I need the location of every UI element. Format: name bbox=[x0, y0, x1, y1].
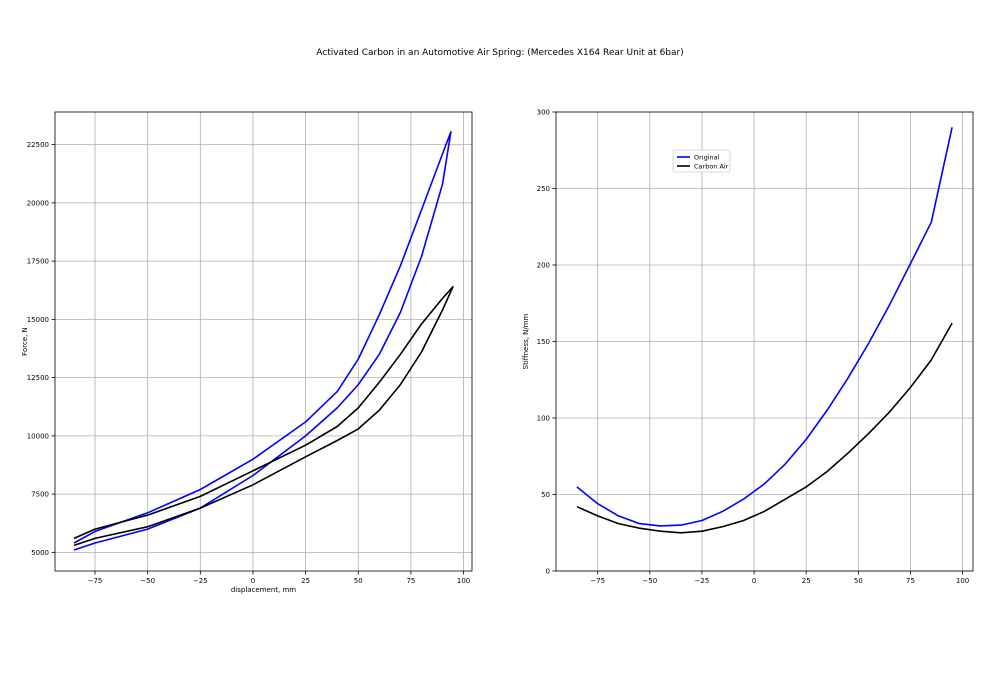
y-axis-label: Force, N bbox=[21, 327, 29, 356]
x-tick-label: 25 bbox=[301, 577, 310, 585]
force-chart: −75 −50 −25 0 25 50 75 100 5000 7500 10000 12500 150… bbox=[21, 111, 473, 594]
x-tick-label: −50 bbox=[140, 577, 155, 585]
y-tick-label: 250 bbox=[537, 185, 550, 193]
y-axis-label: Stiffness, N/mm bbox=[522, 313, 530, 369]
x-tick-label: 75 bbox=[406, 577, 415, 585]
axes-frame bbox=[54, 111, 473, 572]
x-tick-label: 0 bbox=[752, 577, 756, 585]
y-tick-label: 100 bbox=[537, 415, 550, 423]
legend-label: Original bbox=[694, 154, 720, 162]
x-tick-label: −25 bbox=[193, 577, 208, 585]
x-tick-label: −75 bbox=[590, 577, 605, 585]
y-tick-label: 17500 bbox=[27, 258, 49, 266]
x-tick-label: 100 bbox=[457, 577, 470, 585]
y-tick-label: 22500 bbox=[27, 141, 49, 149]
y-tick-label: 200 bbox=[537, 262, 550, 270]
series-line-2 bbox=[576, 322, 953, 534]
x-axis-label: displacement, mm bbox=[231, 586, 296, 594]
y-tick-label: 50 bbox=[541, 491, 550, 499]
plot-area bbox=[73, 131, 454, 551]
x-tick-label: 75 bbox=[906, 577, 915, 585]
x-tick-label: 50 bbox=[354, 577, 363, 585]
y-tick-label: 15000 bbox=[27, 316, 49, 324]
y-tick-label: 150 bbox=[537, 338, 550, 346]
plot-area bbox=[576, 127, 953, 534]
series-line-1 bbox=[73, 131, 452, 551]
x-tick-label: 50 bbox=[854, 577, 863, 585]
y-tick-label: 20000 bbox=[27, 199, 49, 207]
x-tick-label: −50 bbox=[642, 577, 657, 585]
x-tick-label: 100 bbox=[956, 577, 969, 585]
legend-label: Carbon Air bbox=[694, 163, 729, 171]
y-tick-label: 0 bbox=[546, 568, 550, 576]
y-tick-label: 7500 bbox=[31, 491, 49, 499]
figure-title: Activated Carbon in an Automotive Air Sp… bbox=[316, 48, 684, 58]
y-tick-label: 10000 bbox=[27, 432, 49, 440]
x-tick-label: −75 bbox=[88, 577, 103, 585]
y-tick-label: 300 bbox=[537, 109, 550, 117]
stiffness-chart: −75 −50 −25 0 25 50 75 100 0 50 100 150 200 250 300 Sti… bbox=[522, 109, 974, 585]
series-line-2 bbox=[73, 285, 454, 547]
y-tick-label: 5000 bbox=[31, 549, 49, 557]
y-tick-label: 12500 bbox=[27, 374, 49, 382]
series-line-1 bbox=[576, 127, 953, 527]
x-tick-label: −25 bbox=[695, 577, 710, 585]
x-tick-label: 25 bbox=[802, 577, 811, 585]
x-tick-label: 0 bbox=[251, 577, 255, 585]
